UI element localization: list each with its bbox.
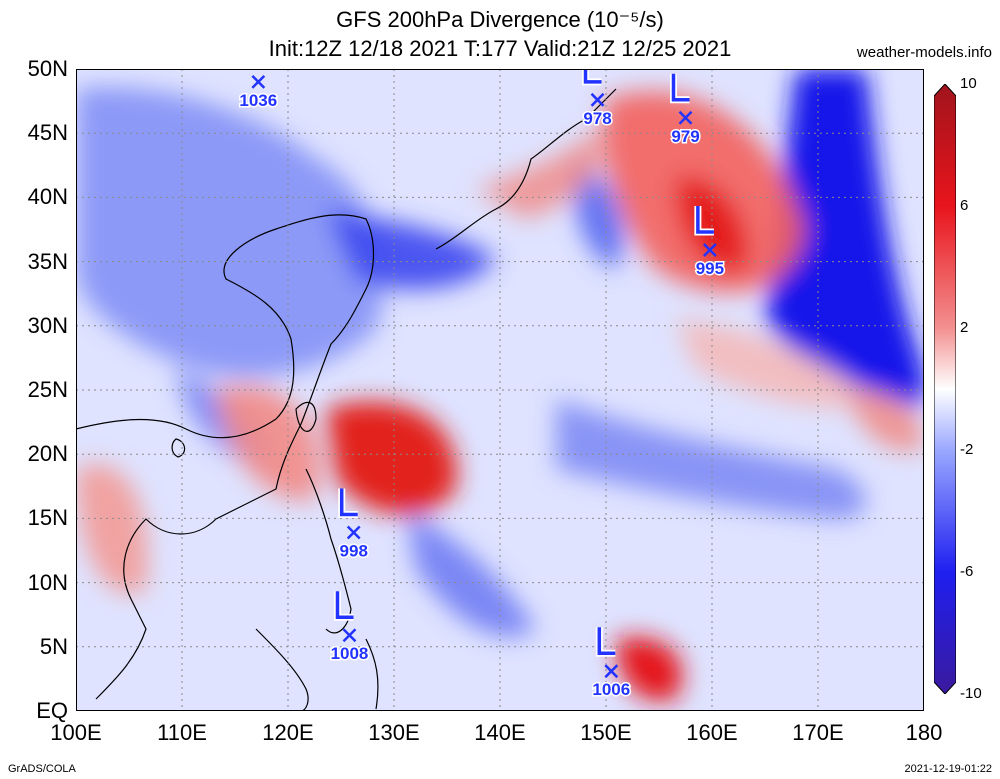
colorbar-tick: -10 (960, 685, 982, 702)
lat-label: 35N (27, 248, 68, 274)
low-pressure-label: 1036 (239, 91, 277, 110)
low-marker: 998 (338, 488, 369, 562)
low-letter (335, 591, 354, 619)
graticule (76, 69, 924, 711)
lon-label: 160E (686, 720, 738, 745)
colorbar-tick: 2 (960, 319, 969, 336)
lat-label: 20N (27, 441, 68, 467)
lat-label: 40N (27, 184, 68, 210)
low-marker: 995 (694, 206, 726, 280)
lat-label: 25N (27, 377, 68, 402)
lon-label: 170E (792, 720, 844, 745)
lat-label: 5N (39, 633, 68, 659)
lon-label: 140E (474, 720, 526, 745)
site-watermark: weather-models.info (856, 44, 992, 61)
lat-label: EQ (36, 698, 68, 723)
colorbar-tick: -6 (960, 563, 974, 580)
lon-label: 150E (580, 720, 632, 745)
low-marker: 1036 (238, 74, 279, 111)
low-pressure-label: 978 (583, 109, 611, 128)
lat-label: 50N (27, 56, 68, 81)
low-pressure-label: 998 (340, 542, 368, 561)
lon-label: 110E (157, 720, 207, 745)
low-pressure-markers: 1036 978 979 995 998 1008 1006 (238, 69, 726, 701)
divergence-map: 1036 978 979 995 998 1008 1006 (76, 69, 924, 711)
lat-label: 45N (27, 120, 68, 146)
colorbar (934, 84, 956, 694)
title-line-2: Init:12Z 12/18 2021 T:177 Valid:21Z 12/2… (268, 36, 732, 61)
low-center-x (604, 664, 619, 679)
lat-label: 10N (27, 569, 68, 595)
low-pressure-label: 1006 (592, 680, 630, 699)
colorbar-tick: 10 (960, 75, 977, 92)
lon-label: 180 (905, 720, 943, 745)
coastlines (76, 88, 617, 711)
low-center-x (590, 92, 605, 107)
low-marker: 978 (582, 69, 613, 129)
lon-label: 100E (50, 720, 102, 745)
colorbar-tick: -2 (960, 441, 974, 458)
low-pressure-label: 995 (696, 259, 724, 278)
divergence-field (76, 69, 924, 701)
low-marker: 1008 (329, 591, 370, 665)
low-marker: 1006 (591, 627, 632, 701)
low-pressure-label: 979 (671, 127, 699, 146)
low-letter (339, 488, 358, 517)
low-pressure-label: 1008 (331, 644, 369, 663)
low-marker: 979 (670, 73, 701, 147)
colorbar-tick: 6 (960, 197, 969, 214)
low-center-x (678, 110, 693, 125)
lat-label: 30N (27, 312, 68, 338)
low-center-x (251, 74, 266, 89)
low-center-x (346, 525, 361, 540)
low-center-x (702, 243, 717, 257)
title-line-1: GFS 200hPa Divergence (10⁻⁵/s) (336, 7, 664, 32)
low-letter (671, 73, 690, 102)
low-letter (597, 627, 616, 655)
low-center-x (342, 628, 357, 643)
timestamp: 2021-12-19-01:22 (904, 763, 992, 775)
low-letter (583, 69, 602, 84)
lon-label: 120E (262, 720, 314, 745)
lat-label: 15N (27, 505, 68, 531)
plot-frame (76, 69, 924, 711)
low-letter (696, 206, 714, 234)
grads-credit: GrADS/COLA (8, 763, 76, 775)
lon-label: 130E (368, 720, 420, 745)
